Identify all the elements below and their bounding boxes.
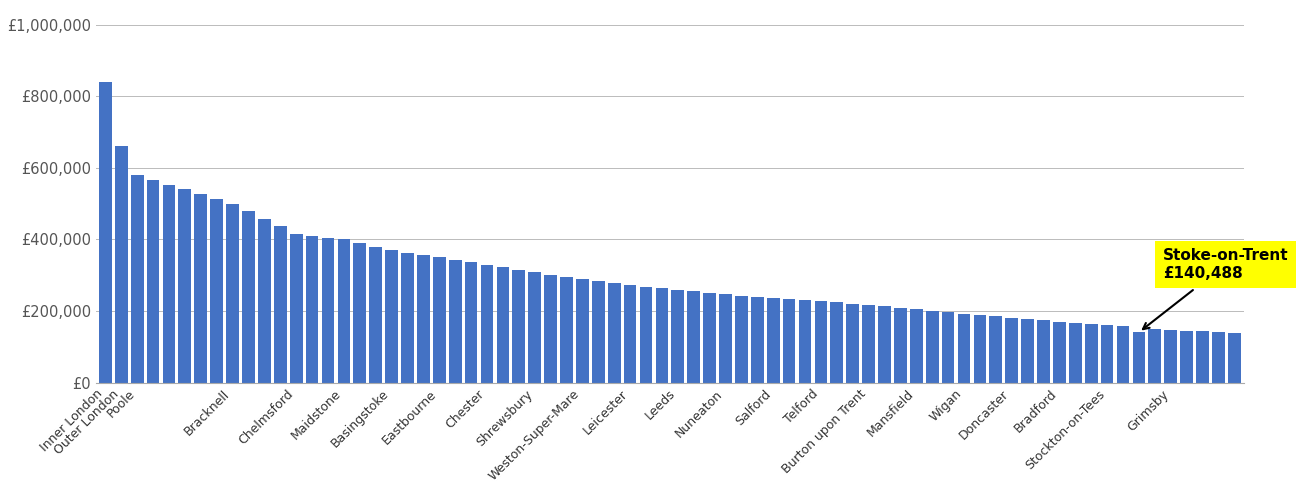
Bar [449, 260, 462, 383]
Bar [274, 226, 287, 383]
Bar [750, 297, 763, 383]
Bar [194, 194, 207, 383]
Bar [179, 190, 192, 383]
Bar [433, 257, 445, 383]
Bar [672, 290, 684, 383]
Bar [989, 317, 1002, 383]
Bar [830, 302, 843, 383]
Bar [910, 309, 923, 383]
Bar [560, 277, 573, 383]
Bar [1148, 328, 1161, 383]
Bar [608, 283, 621, 383]
Bar [878, 306, 891, 383]
Bar [688, 291, 699, 383]
Bar [942, 312, 954, 383]
Bar [624, 285, 637, 383]
Bar [1022, 319, 1034, 383]
Bar [305, 236, 318, 383]
Bar [529, 272, 542, 383]
Bar [354, 243, 367, 383]
Bar [1164, 330, 1177, 383]
Bar [1180, 331, 1193, 383]
Bar [735, 295, 748, 383]
Bar [146, 180, 159, 383]
Text: Stoke-on-Trent
£140,488: Stoke-on-Trent £140,488 [1143, 248, 1288, 329]
Bar [496, 267, 509, 383]
Bar [465, 262, 478, 383]
Bar [115, 147, 128, 383]
Bar [1037, 320, 1051, 383]
Bar [894, 308, 907, 383]
Bar [1212, 332, 1225, 383]
Bar [783, 299, 796, 383]
Bar [1053, 322, 1066, 383]
Bar [480, 265, 493, 383]
Bar [655, 288, 668, 383]
Bar [163, 185, 175, 383]
Bar [592, 281, 604, 383]
Bar [974, 315, 987, 383]
Bar [243, 211, 254, 383]
Bar [290, 234, 303, 383]
Bar [321, 238, 334, 383]
Bar [1005, 318, 1018, 383]
Bar [385, 250, 398, 383]
Bar [799, 300, 812, 383]
Bar [226, 204, 239, 383]
Bar [814, 301, 827, 383]
Bar [719, 294, 732, 383]
Bar [847, 303, 859, 383]
Bar [258, 219, 270, 383]
Bar [210, 199, 223, 383]
Bar [1133, 332, 1146, 383]
Bar [639, 287, 652, 383]
Bar [99, 82, 112, 383]
Bar [958, 314, 971, 383]
Bar [1228, 333, 1241, 383]
Bar [130, 175, 144, 383]
Bar [369, 246, 382, 383]
Bar [863, 305, 874, 383]
Bar [576, 279, 589, 383]
Bar [401, 252, 414, 383]
Bar [418, 255, 429, 383]
Bar [338, 240, 350, 383]
Bar [1084, 324, 1098, 383]
Bar [767, 298, 779, 383]
Bar [925, 311, 938, 383]
Bar [1117, 326, 1129, 383]
Bar [1069, 323, 1082, 383]
Bar [703, 293, 716, 383]
Bar [1197, 331, 1208, 383]
Bar [1100, 325, 1113, 383]
Bar [513, 270, 525, 383]
Bar [544, 274, 557, 383]
